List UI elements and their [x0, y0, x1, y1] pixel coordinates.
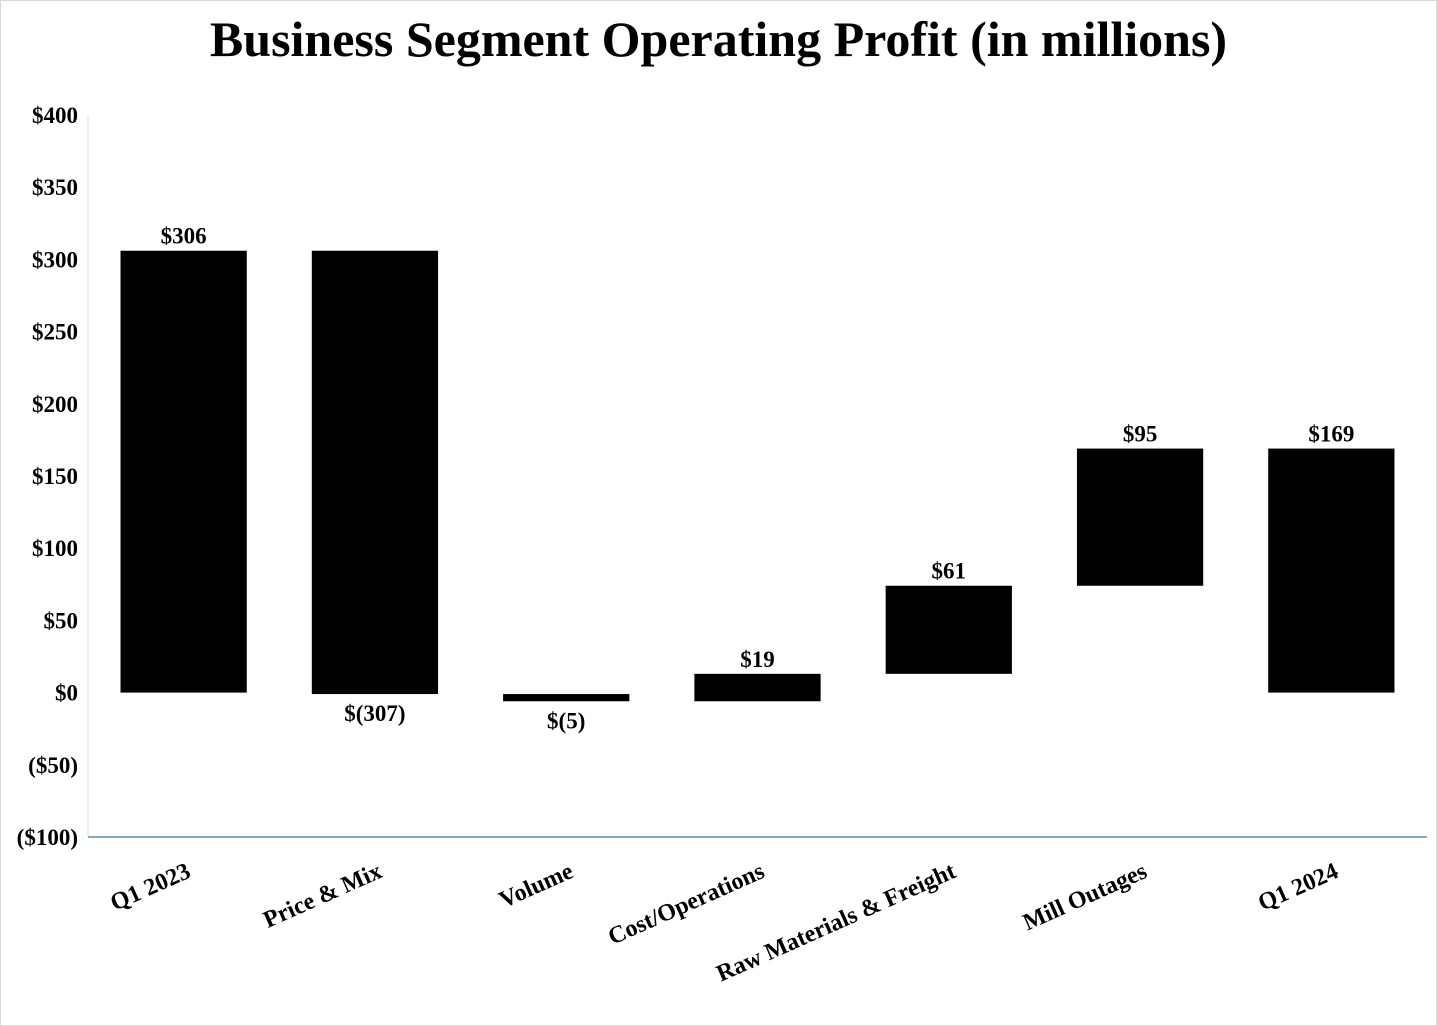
y-tick-label: $250 [32, 320, 78, 345]
data-label: $19 [740, 647, 775, 672]
bar-4 [694, 673, 821, 702]
category-label: Q1 2023 [107, 858, 195, 916]
bar-2 [311, 250, 439, 695]
data-label: $(307) [344, 701, 405, 726]
y-tick-label: ($100) [17, 825, 78, 850]
y-tick-label: $0 [55, 681, 78, 706]
y-tick-label: $50 [44, 608, 79, 633]
chart-title: Business Segment Operating Profit (in mi… [209, 11, 1228, 67]
y-tick-label: $150 [32, 464, 78, 489]
category-label: Cost/Operations [604, 858, 768, 950]
bar-1 [120, 250, 247, 693]
bar-7 [1268, 448, 1395, 693]
bar-5 [885, 585, 1012, 674]
y-tick-label: $400 [32, 103, 78, 128]
data-labels: $306 $(307) $(5) $19 $61 $95 $169 [161, 224, 1355, 734]
category-label: Price & Mix [260, 858, 386, 933]
data-label: $306 [161, 224, 207, 249]
data-label: $169 [1308, 422, 1354, 447]
y-tick-label: $350 [32, 175, 78, 200]
y-tick-label: ($50) [28, 753, 78, 778]
bar-3 [503, 694, 630, 702]
y-tick-label: $100 [32, 536, 78, 561]
data-label: $61 [932, 559, 967, 584]
category-label: Mill Outages [1019, 858, 1151, 936]
category-labels: Q1 2023 Price & Mix Volume Cost/OperationsR… [107, 858, 1343, 987]
data-label: $95 [1123, 422, 1158, 447]
bars [120, 250, 1395, 702]
y-tick-label: $200 [32, 392, 78, 417]
y-axis-tick-labels: $400 $350 $300 $250 $200 $150 $100 $50 $0 ($50) ($… [17, 103, 78, 850]
data-label: $(5) [547, 708, 585, 733]
y-tick-label: $300 [32, 247, 78, 272]
category-label: Volume [496, 858, 578, 914]
category-label: Q1 2024 [1254, 858, 1342, 916]
bar-6 [1076, 448, 1204, 586]
